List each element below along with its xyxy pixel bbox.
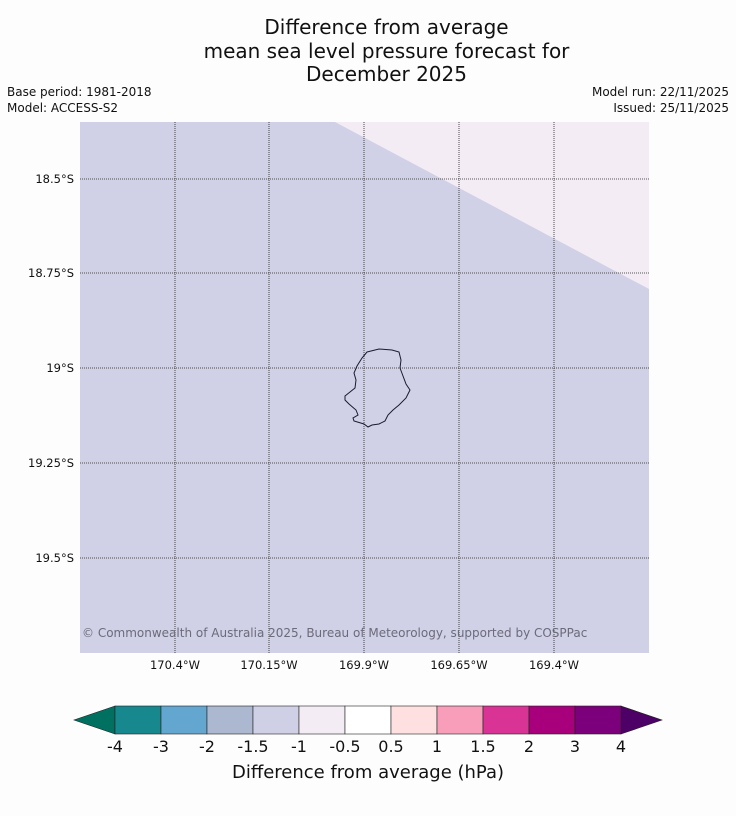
model-run: Model run: 22/11/2025	[591, 85, 729, 99]
island-outline	[344, 348, 411, 428]
longitude-label: 169.9°W	[339, 658, 389, 672]
meta-left: Base period: 1981-2018 Model: ACCESS-S2	[7, 84, 152, 116]
colorbar-tick-label: 3	[570, 737, 580, 756]
graticule	[80, 122, 649, 653]
colorbar-under-triangle	[73, 705, 116, 735]
colorbar-tick-label: -1.5	[237, 737, 268, 756]
chart-title: Difference from average mean sea level p…	[0, 15, 736, 87]
longitude-label: 169.4°W	[529, 658, 579, 672]
latitude-label: 19.25°S	[28, 456, 74, 470]
colorbar-tick-label: -4	[107, 737, 123, 756]
colorbar-swatch	[390, 705, 438, 735]
colorbar-tick-label: 2	[524, 737, 534, 756]
longitude-label: 170.4°W	[150, 658, 200, 672]
colorbar-swatch	[344, 705, 392, 735]
colorbar: -4 -3 -2 -1.5 -1 -0.5 0.5 1 1.5 2 3 4	[73, 705, 663, 756]
colorbar-title: Difference from average (hPa)	[232, 762, 504, 783]
colorbar-swatch	[574, 705, 622, 735]
colorbar-swatch	[482, 705, 530, 735]
colorbar-tick-label: 1.5	[470, 737, 495, 756]
pressure-region-upper-right	[335, 122, 649, 289]
copyright-text: © Commonwealth of Australia 2025, Bureau…	[82, 626, 587, 640]
issued-date: Issued: 25/11/2025	[613, 101, 729, 115]
colorbar-tick-label: -1	[291, 737, 307, 756]
meta-right: Model run: 22/11/2025 Issued: 25/11/2025	[592, 84, 729, 116]
latitude-labels: 18.5°S 18.75°S 19°S 19.25°S 19.5°S	[28, 172, 74, 565]
longitude-labels: 170.4°W 170.15°W 169.9°W 169.65°W 169.4°W	[150, 658, 579, 672]
colorbar-swatch	[206, 705, 254, 735]
colorbar-over-triangle	[620, 705, 663, 735]
colorbar-tick-label: 0.5	[378, 737, 403, 756]
title-line-2: mean sea level pressure forecast for	[203, 38, 570, 63]
title-line-3: December 2025	[306, 62, 467, 86]
latitude-label: 18.5°S	[35, 172, 74, 186]
model-name: Model: ACCESS-S2	[7, 101, 119, 115]
base-period: Base period: 1981-2018	[7, 85, 152, 99]
latitude-label: 19°S	[46, 361, 74, 375]
colorbar-tick-label: 1	[432, 737, 442, 756]
colorbar-swatch	[298, 705, 346, 735]
colorbar-tick-label: 4	[616, 737, 626, 756]
colorbar-tick-label: -2	[199, 737, 215, 756]
colorbar-tick-label: -3	[153, 737, 169, 756]
latitude-label: 19.5°S	[35, 551, 74, 565]
colorbar-swatch	[252, 705, 300, 735]
colorbar-swatch	[528, 705, 576, 735]
title-line-1: Difference from average	[264, 15, 509, 39]
colorbar-swatch	[436, 705, 484, 735]
colorbar-swatch	[114, 705, 162, 735]
longitude-label: 170.15°W	[240, 658, 297, 672]
longitude-label: 169.65°W	[430, 658, 487, 672]
colorbar-tick-label: -0.5	[329, 737, 360, 756]
colorbar-swatch	[160, 705, 208, 735]
latitude-label: 18.75°S	[28, 266, 74, 280]
